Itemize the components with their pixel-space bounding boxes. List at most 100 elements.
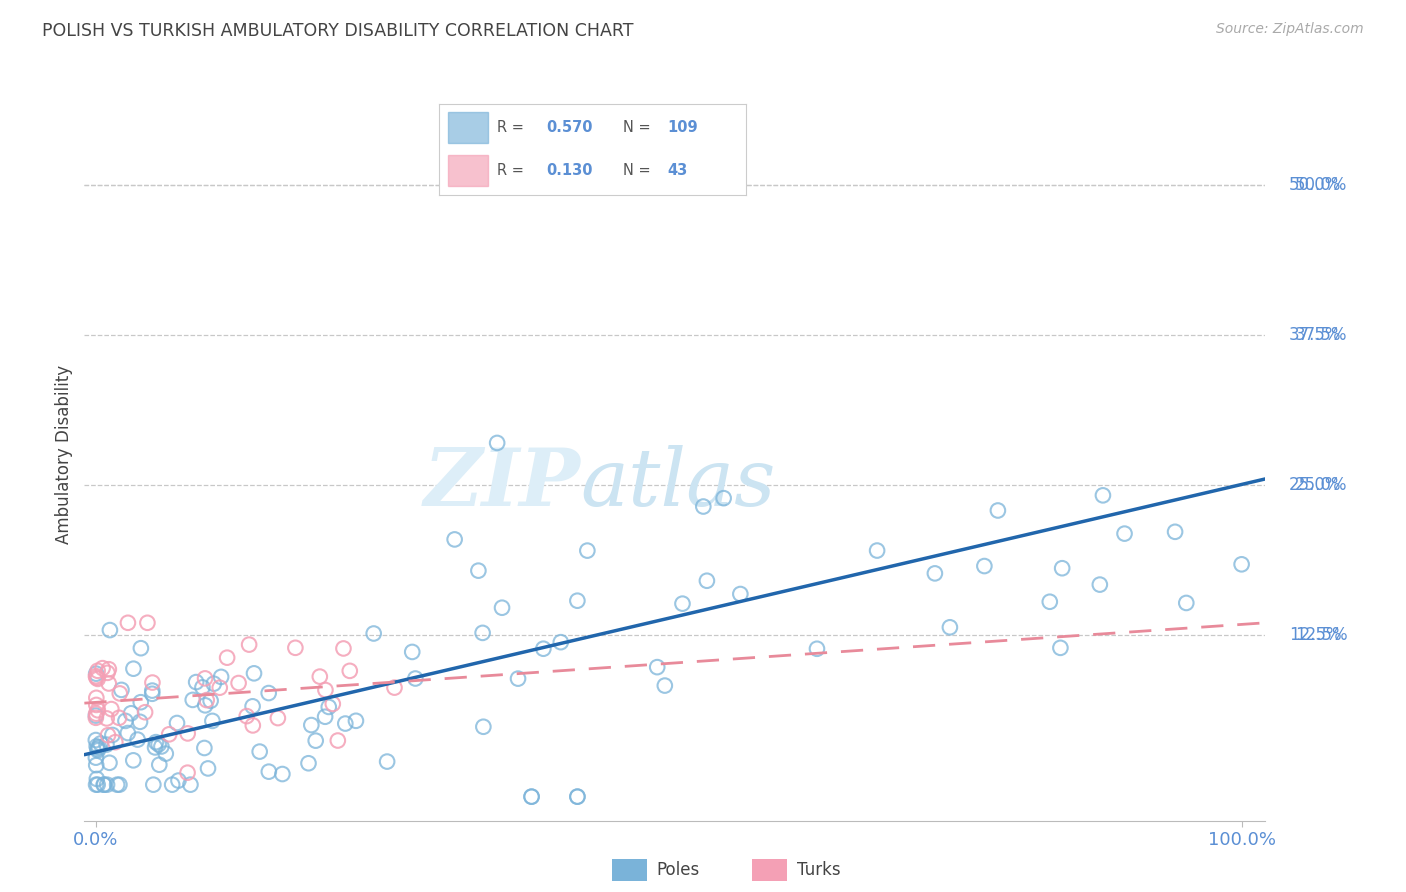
Point bbox=[142, 778, 165, 792]
Point bbox=[1088, 577, 1111, 591]
Point bbox=[84, 778, 107, 792]
Point bbox=[96, 738, 118, 752]
Point bbox=[97, 662, 120, 676]
Point bbox=[86, 772, 108, 786]
Point bbox=[117, 726, 139, 740]
Point bbox=[1050, 561, 1073, 575]
Point bbox=[87, 740, 110, 755]
Point bbox=[141, 675, 163, 690]
Text: Poles: Poles bbox=[657, 861, 700, 879]
Point bbox=[550, 635, 572, 649]
Point bbox=[506, 672, 529, 686]
Text: 25.0%: 25.0% bbox=[1289, 476, 1341, 494]
Point bbox=[134, 705, 156, 719]
Point bbox=[297, 756, 319, 771]
Point bbox=[335, 716, 357, 731]
Point bbox=[1114, 526, 1136, 541]
Point bbox=[155, 747, 177, 761]
Point bbox=[1230, 558, 1253, 572]
Point bbox=[129, 695, 152, 709]
Point bbox=[486, 436, 509, 450]
Point bbox=[194, 672, 217, 686]
Point bbox=[141, 687, 163, 701]
Point bbox=[96, 665, 118, 680]
Point bbox=[97, 728, 120, 742]
Point bbox=[322, 697, 344, 711]
Point bbox=[186, 675, 208, 690]
Text: POLISH VS TURKISH AMBULATORY DISABILITY CORRELATION CHART: POLISH VS TURKISH AMBULATORY DISABILITY … bbox=[42, 22, 634, 40]
Point bbox=[87, 743, 110, 757]
Point bbox=[471, 626, 494, 640]
Text: 50.0%: 50.0% bbox=[1289, 176, 1341, 194]
Point bbox=[167, 773, 190, 788]
Point bbox=[201, 714, 224, 728]
Point bbox=[1091, 488, 1114, 502]
Point bbox=[730, 587, 752, 601]
Text: 37.5%: 37.5% bbox=[1289, 326, 1341, 344]
Point bbox=[98, 623, 121, 637]
Point bbox=[654, 679, 676, 693]
Point bbox=[86, 671, 108, 685]
Point bbox=[91, 661, 114, 675]
Point bbox=[194, 698, 217, 713]
Point bbox=[384, 681, 406, 695]
Point bbox=[200, 694, 222, 708]
Point bbox=[235, 709, 257, 723]
Point bbox=[86, 664, 108, 678]
Point bbox=[197, 761, 219, 775]
Text: Source: ZipAtlas.com: Source: ZipAtlas.com bbox=[1216, 22, 1364, 37]
Point bbox=[939, 620, 962, 634]
Point bbox=[257, 686, 280, 700]
Text: ZIP: ZIP bbox=[423, 445, 581, 523]
Text: 37.5%: 37.5% bbox=[1295, 326, 1347, 344]
Point bbox=[713, 491, 735, 505]
Point bbox=[344, 714, 367, 728]
Point bbox=[110, 682, 132, 697]
Point bbox=[84, 706, 107, 721]
Text: 12.5%: 12.5% bbox=[1289, 626, 1341, 644]
Point bbox=[267, 711, 290, 725]
Point bbox=[671, 597, 693, 611]
Point bbox=[242, 699, 264, 714]
Point bbox=[93, 778, 115, 792]
Point bbox=[924, 566, 946, 581]
Point bbox=[491, 600, 513, 615]
Point bbox=[179, 778, 201, 792]
Point bbox=[401, 645, 423, 659]
Point bbox=[105, 778, 128, 792]
Point bbox=[84, 733, 107, 747]
Point bbox=[202, 676, 225, 690]
Point bbox=[108, 711, 131, 725]
Point bbox=[567, 789, 589, 804]
Point bbox=[86, 690, 108, 705]
Point bbox=[160, 778, 183, 792]
Point bbox=[84, 750, 107, 764]
Point bbox=[472, 720, 495, 734]
Point bbox=[645, 660, 668, 674]
Point bbox=[157, 727, 180, 741]
Point bbox=[87, 703, 110, 717]
Point bbox=[84, 669, 107, 683]
Point bbox=[806, 641, 828, 656]
Point bbox=[84, 666, 107, 681]
Point bbox=[122, 662, 145, 676]
Point bbox=[193, 741, 215, 756]
Point bbox=[191, 681, 214, 695]
Point bbox=[243, 666, 266, 681]
Point bbox=[363, 626, 385, 640]
Point bbox=[217, 650, 239, 665]
Point bbox=[271, 767, 294, 781]
Point bbox=[98, 756, 121, 770]
Point bbox=[86, 742, 108, 756]
Point bbox=[176, 765, 198, 780]
Point bbox=[520, 789, 543, 804]
Point bbox=[339, 664, 361, 678]
Point bbox=[86, 778, 108, 792]
Point bbox=[181, 693, 204, 707]
Point bbox=[86, 739, 108, 754]
Point bbox=[567, 593, 589, 607]
Point bbox=[973, 559, 995, 574]
Point bbox=[104, 735, 127, 749]
Point bbox=[987, 503, 1010, 517]
Point bbox=[97, 676, 120, 690]
